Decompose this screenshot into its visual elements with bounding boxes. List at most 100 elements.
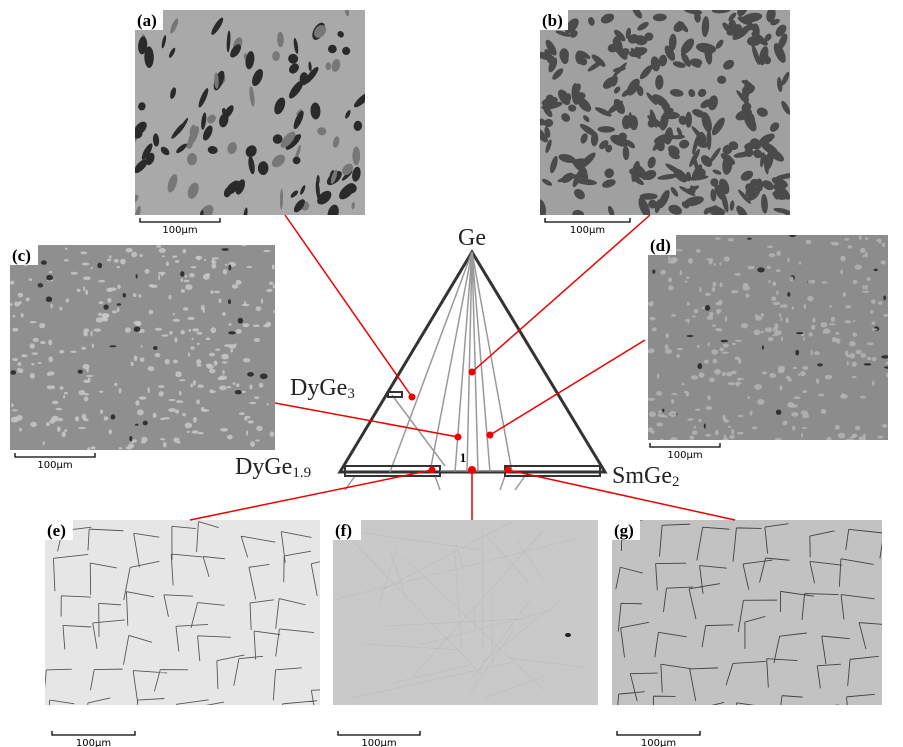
panel-label: (a) — [137, 11, 157, 30]
phase — [706, 316, 713, 320]
phase — [847, 361, 849, 366]
phase — [83, 380, 90, 383]
phase — [668, 277, 672, 282]
phase — [874, 269, 878, 271]
phase — [184, 280, 190, 283]
phase — [71, 272, 78, 275]
phase — [731, 429, 734, 435]
phase — [12, 409, 18, 411]
phase — [712, 325, 716, 327]
phase — [766, 266, 770, 270]
micrograph-panel: (b)100μm — [530, 2, 798, 236]
phase — [243, 323, 250, 327]
phase — [776, 269, 781, 272]
phase — [872, 380, 874, 386]
phase — [11, 404, 14, 407]
phase — [137, 409, 144, 415]
phase — [737, 432, 744, 435]
phase — [141, 345, 143, 347]
scale-bar — [52, 731, 135, 735]
phase — [215, 348, 220, 350]
phase — [84, 396, 88, 401]
phase — [62, 432, 66, 438]
phase — [225, 264, 227, 266]
phase — [867, 357, 871, 360]
phase — [85, 290, 88, 296]
phase — [671, 399, 674, 403]
phase — [168, 399, 175, 401]
phase — [145, 269, 150, 274]
phase — [109, 255, 112, 258]
phase — [201, 305, 205, 311]
phase — [98, 313, 102, 316]
phase — [755, 316, 762, 321]
phase — [860, 353, 866, 358]
scale-label: 100μm — [76, 738, 111, 747]
phase — [162, 255, 165, 257]
phase — [78, 427, 86, 429]
phase — [30, 373, 35, 379]
phase — [133, 293, 137, 297]
phase — [649, 411, 656, 417]
phase — [249, 402, 257, 404]
phase — [197, 332, 203, 335]
formula: DyGe — [290, 375, 347, 401]
phase — [692, 431, 698, 435]
phase — [849, 341, 856, 346]
phase — [806, 240, 812, 244]
phase — [670, 437, 678, 442]
phase — [781, 367, 783, 371]
phase — [101, 313, 109, 318]
phase — [705, 434, 711, 437]
phase — [244, 416, 247, 421]
phase — [855, 265, 862, 270]
phase — [49, 271, 53, 273]
phase — [176, 400, 184, 403]
phase — [769, 373, 776, 378]
phase — [799, 262, 802, 265]
phase — [149, 310, 154, 315]
phase — [691, 375, 698, 379]
micrograph-panel: (g)100μm — [606, 520, 903, 747]
phase — [674, 258, 676, 262]
phase — [792, 306, 794, 310]
phase — [98, 280, 105, 283]
compound-label: DyGe1.9 — [235, 454, 311, 481]
phase — [59, 307, 62, 311]
phase — [712, 287, 716, 292]
phase — [261, 299, 263, 304]
phase — [752, 427, 758, 430]
phase — [811, 325, 815, 330]
phase — [78, 370, 83, 374]
phase — [883, 314, 889, 317]
phase — [743, 283, 749, 288]
phase — [787, 402, 794, 408]
phase — [886, 373, 889, 377]
phase — [705, 293, 711, 296]
phase — [188, 329, 191, 332]
phase — [117, 266, 121, 268]
phase — [780, 318, 782, 321]
phase — [175, 371, 182, 377]
phase — [829, 323, 837, 325]
phase — [109, 345, 117, 347]
formula: SmGe — [612, 463, 672, 489]
phase — [41, 260, 47, 264]
phase — [651, 301, 654, 307]
phase — [747, 238, 751, 240]
phase — [87, 447, 90, 451]
phase — [668, 256, 670, 261]
phase — [139, 396, 147, 399]
phase — [70, 351, 77, 353]
compound-label: SmGe2 — [612, 463, 680, 490]
phase — [90, 331, 92, 337]
phase — [845, 350, 848, 356]
phase — [787, 258, 789, 263]
phase — [666, 333, 670, 338]
phase — [246, 266, 252, 268]
phase — [788, 378, 792, 382]
phase — [241, 391, 246, 393]
phase — [77, 289, 81, 292]
phase — [719, 262, 721, 265]
phase — [640, 193, 658, 200]
